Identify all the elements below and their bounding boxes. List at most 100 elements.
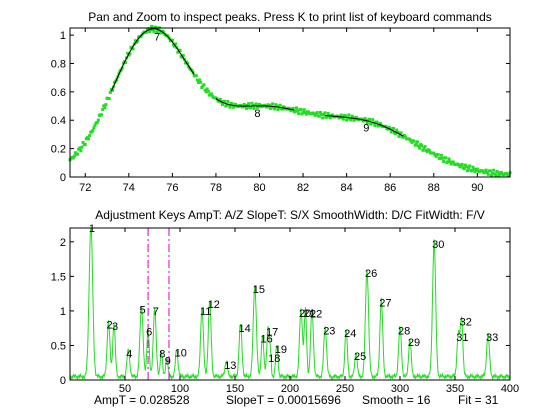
top-data-point xyxy=(396,131,400,135)
top-data-point xyxy=(467,166,471,170)
top-data-point xyxy=(246,103,250,107)
top-data-point xyxy=(451,160,455,164)
top-data-point xyxy=(76,152,80,156)
top-data-point xyxy=(507,173,511,177)
peak-label-19: 19 xyxy=(275,344,287,356)
top-data-point xyxy=(299,108,303,112)
top-data-point xyxy=(371,118,375,122)
top-data-point xyxy=(247,102,251,106)
top-data-point xyxy=(496,170,500,174)
top-data-point xyxy=(166,34,170,38)
top-data-point xyxy=(391,126,395,130)
top-data-point xyxy=(104,103,108,107)
peak-label-27: 27 xyxy=(379,298,391,310)
top-data-point xyxy=(492,168,496,172)
top-data-point xyxy=(320,112,324,116)
top-data-point xyxy=(425,150,429,154)
top-data-point xyxy=(304,112,308,116)
peak-label-3: 3 xyxy=(112,321,118,333)
top-data-point xyxy=(181,53,185,57)
fit-curve-9 xyxy=(324,114,404,137)
top-data-point xyxy=(325,115,329,119)
bottom-chart-title: Adjustment Keys AmpT: A/Z SlopeT: S/X Sm… xyxy=(95,208,484,222)
peak-label-22: 22 xyxy=(310,309,322,321)
top-data-point xyxy=(365,121,369,125)
top-data-point xyxy=(438,156,442,160)
top-data-point xyxy=(128,52,132,56)
top-data-point xyxy=(101,107,105,111)
peak-label-21: 21 xyxy=(303,308,315,320)
top-data-point xyxy=(368,117,371,121)
bottom-y-tick-label: 2 xyxy=(60,237,66,249)
top-data-point xyxy=(433,153,437,157)
top-data-point xyxy=(462,167,466,171)
top-data-point xyxy=(225,103,229,107)
peak-label-7: 7 xyxy=(153,306,159,318)
peak-label-11: 11 xyxy=(200,306,211,318)
top-data-point xyxy=(239,103,243,107)
top-data-point xyxy=(144,30,148,34)
top-data-point xyxy=(278,103,282,107)
peak-label-2: 2 xyxy=(107,320,113,332)
peak-label-17: 17 xyxy=(266,327,278,339)
top-data-point xyxy=(158,29,162,33)
top-y-tick-label: 0.8 xyxy=(51,58,66,70)
top-data-point xyxy=(234,102,238,106)
top-data-point xyxy=(126,51,130,55)
top-data-point xyxy=(180,55,184,59)
top-data-point xyxy=(83,142,87,146)
peak-label-12: 12 xyxy=(208,299,220,311)
top-data-point xyxy=(226,99,230,103)
top-data-point xyxy=(96,118,100,122)
top-data-point xyxy=(386,127,390,131)
peak-label-6: 6 xyxy=(146,327,152,339)
top-data-point xyxy=(486,172,490,176)
smooth-readout: Smooth = 16 xyxy=(362,393,431,407)
peak-label-14: 14 xyxy=(239,323,251,335)
top-axes-frame xyxy=(69,27,511,178)
top-data-point xyxy=(341,117,345,121)
top-data-point xyxy=(108,90,112,94)
top-data-point xyxy=(439,153,443,157)
top-data-point xyxy=(415,140,419,144)
top-data-point xyxy=(460,162,464,166)
top-data-point xyxy=(417,144,421,148)
top-data-point xyxy=(315,111,319,115)
top-data-point xyxy=(494,174,498,177)
top-data-point xyxy=(420,144,424,148)
top-y-tick-label: 0.6 xyxy=(51,87,66,99)
top-data-point xyxy=(227,103,231,107)
top-data-point xyxy=(312,112,316,116)
top-data-point xyxy=(326,111,330,115)
top-x-tick-label: 76 xyxy=(166,182,178,194)
top-data-point xyxy=(403,135,407,139)
top-data-point xyxy=(347,113,351,117)
top-data-point xyxy=(194,74,198,78)
top-data-point xyxy=(78,146,82,150)
ampt-readout: AmpT = 0.028528 xyxy=(94,393,190,407)
top-data-point xyxy=(289,109,293,113)
peak-label-28: 28 xyxy=(398,325,410,337)
top-data-point xyxy=(408,137,412,141)
top-data-point xyxy=(384,125,388,129)
top-data-point xyxy=(152,29,156,33)
peak-label-33: 33 xyxy=(486,332,498,344)
top-data-point xyxy=(203,88,207,92)
top-data-point xyxy=(418,146,422,150)
top-data-point xyxy=(218,97,222,101)
top-data-point xyxy=(210,92,214,96)
top-data-point xyxy=(223,99,227,103)
top-data-point xyxy=(254,102,258,106)
top-data-point xyxy=(220,103,224,107)
top-data-point xyxy=(200,86,204,90)
top-data-point xyxy=(202,83,206,87)
fit-readout: Fit = 31 xyxy=(458,393,499,407)
top-data-point xyxy=(319,110,322,114)
top-data-point xyxy=(328,116,332,120)
top-data-point xyxy=(401,135,405,139)
top-data-point xyxy=(444,156,448,160)
top-data-point xyxy=(362,119,366,123)
top-data-point xyxy=(457,163,461,167)
top-data-point xyxy=(473,170,477,174)
top-data-point xyxy=(354,115,358,119)
